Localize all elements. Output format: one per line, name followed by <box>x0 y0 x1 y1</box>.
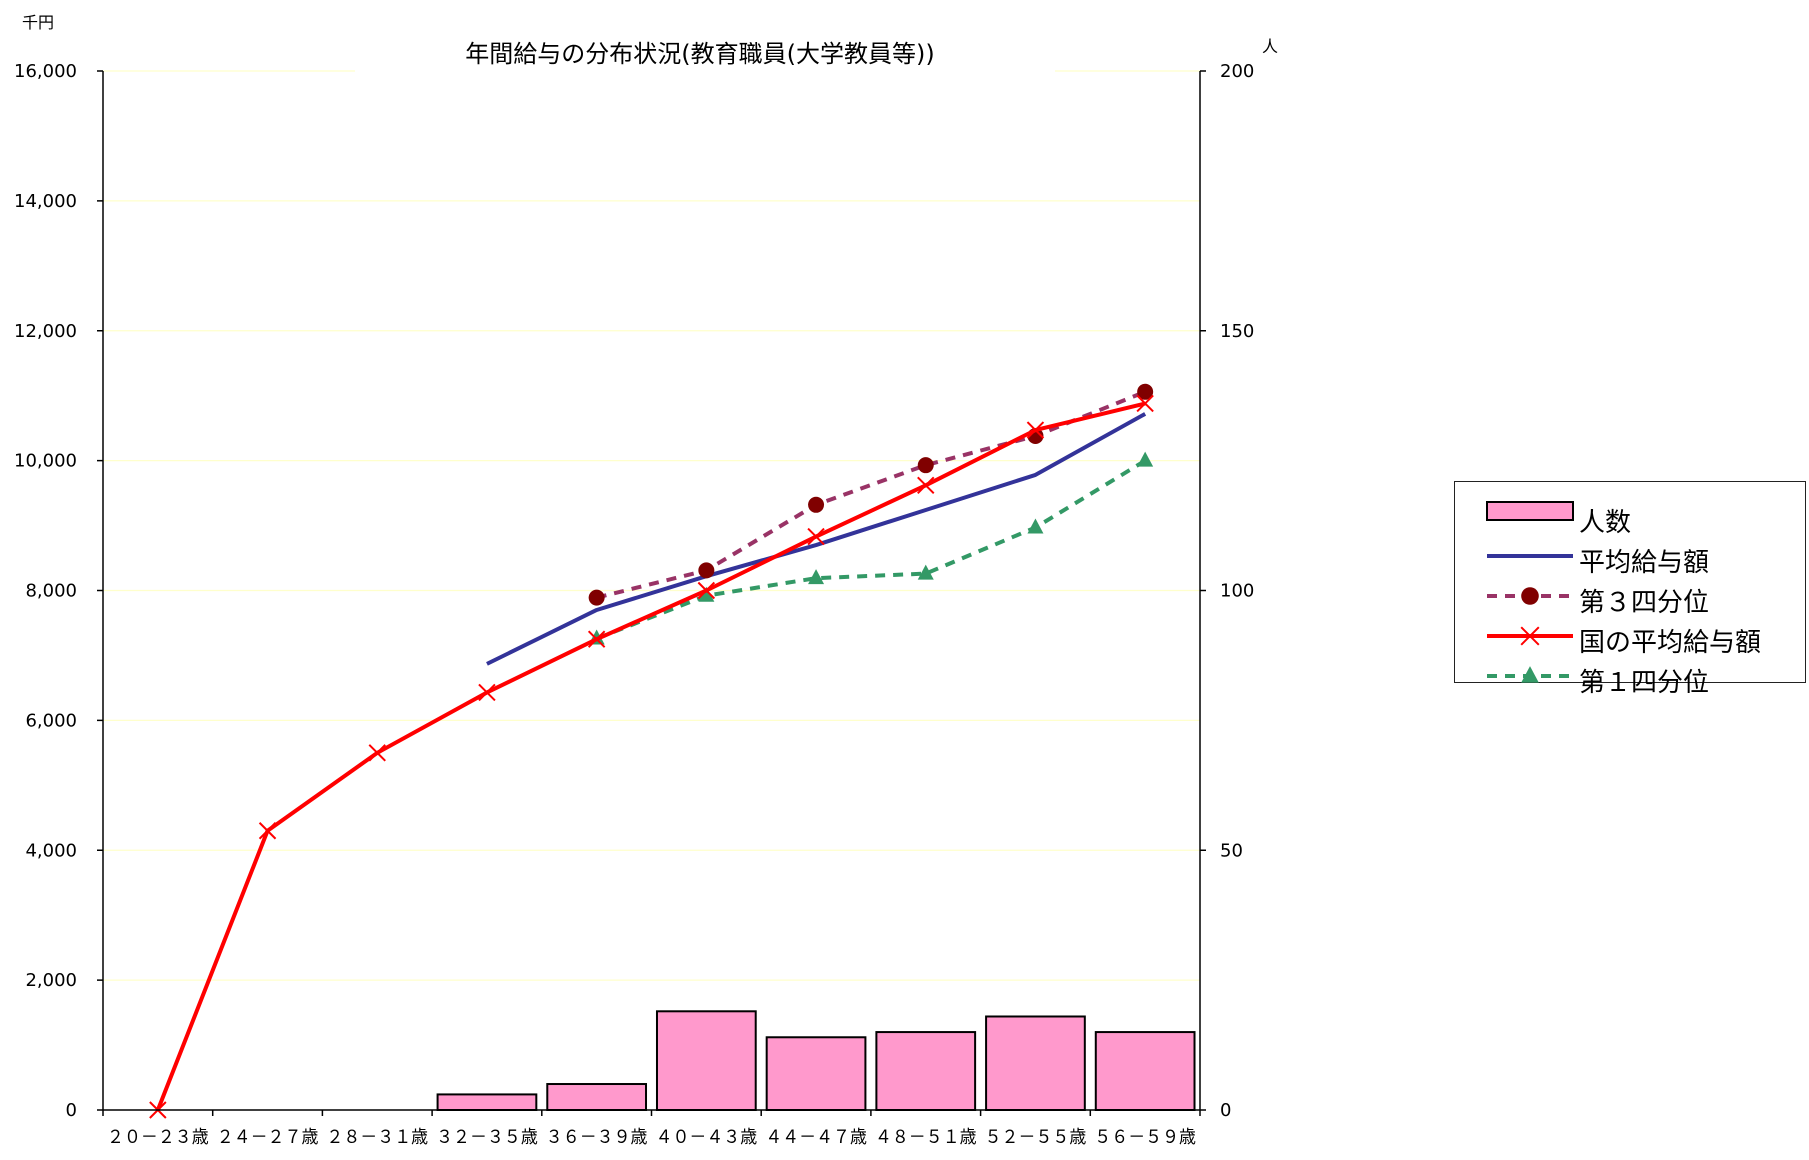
bar-series-headcount <box>436 1010 1196 1112</box>
series-line <box>155 401 1146 1111</box>
line-series <box>149 383 1154 1119</box>
legend-symbol <box>1487 666 1573 683</box>
x-tick-label: ４０－４３歳 <box>656 1127 758 1148</box>
legend-label: 第１四分位 <box>1579 668 1710 698</box>
legend-label: 人数 <box>1579 508 1632 538</box>
legend-label: 第３四分位 <box>1579 588 1710 618</box>
bar <box>655 1010 757 1111</box>
gridlines <box>103 70 1200 981</box>
left-tick-label: 4,000 <box>25 840 77 861</box>
data-point <box>917 476 935 495</box>
x-tick-label: ３６－３９歳 <box>546 1127 648 1148</box>
right-axis-ticks: 0 50 100 150 200 <box>1200 61 1254 1121</box>
legend-label: 平均給与額 <box>1579 548 1710 578</box>
left-tick-label: 10,000 <box>14 451 77 472</box>
data-point <box>808 496 825 513</box>
left-tick-label: 8,000 <box>25 581 77 602</box>
data-point <box>258 822 277 840</box>
data-point <box>917 457 934 474</box>
data-point <box>478 683 496 702</box>
bar <box>985 1015 1086 1111</box>
right-tick-label: 0 <box>1220 1100 1231 1121</box>
legend-symbol <box>1487 626 1573 646</box>
legend-symbol <box>1486 501 1574 521</box>
legend-marker <box>1520 626 1540 646</box>
x-tick-label: ４４－４７歳 <box>765 1127 867 1148</box>
legend: 人数平均給与額第３四分位国の平均給与額 第１四分位 <box>1454 481 1806 698</box>
data-point <box>1136 394 1154 413</box>
x-tick-label: ４８－５１歳 <box>875 1127 977 1148</box>
data-point <box>368 744 386 762</box>
x-tick-label: ５２－５５歳 <box>985 1127 1087 1148</box>
left-axis-unit: 千円 <box>22 13 54 32</box>
series-line <box>596 389 1146 600</box>
data-point <box>587 630 606 648</box>
data-point <box>1027 518 1044 534</box>
data-point <box>1026 421 1045 439</box>
data-point <box>698 562 715 579</box>
x-axis-ticks: ２０－２３歳 ２４－２７歳 ２８－３１歳 ３２－３５歳 ３６－３９歳 ４０－４３歳 ４４－４… <box>102 1110 1201 1148</box>
data-point <box>588 589 605 606</box>
bar <box>546 1083 648 1112</box>
left-tick-label: 6,000 <box>25 710 77 731</box>
data-point <box>807 527 825 546</box>
data-point <box>1137 451 1154 467</box>
data-point <box>697 581 716 600</box>
bar <box>765 1036 867 1112</box>
right-tick-label: 150 <box>1220 321 1254 342</box>
legend-label: 国の平均給与額 <box>1579 628 1762 658</box>
left-tick-label: 0 <box>66 1100 77 1121</box>
legend-marker <box>1521 666 1539 683</box>
legend-swatch <box>1486 501 1574 521</box>
legend-item: 平均給与額 <box>1455 536 1805 578</box>
legend-symbol <box>1487 587 1573 605</box>
x-tick-label: ２０－２３歳 <box>107 1127 209 1148</box>
left-axis-ticks: 0 2,000 4,000 6,000 8,000 10,000 12,000 14,000 1… <box>14 61 103 1121</box>
data-point <box>808 569 825 585</box>
legend-symbol <box>1487 554 1573 558</box>
x-tick-label: ２４－２７歳 <box>217 1127 319 1148</box>
bar <box>436 1093 538 1112</box>
legend-item: 人数 <box>1455 496 1805 538</box>
series-line <box>595 458 1147 641</box>
right-tick-label: 100 <box>1220 581 1254 602</box>
x-tick-label: ２８－３１歳 <box>326 1127 428 1148</box>
title-background <box>355 40 1055 74</box>
left-tick-label: 12,000 <box>14 321 77 342</box>
data-point <box>698 586 715 602</box>
data-point <box>917 564 934 580</box>
legend-item: 第３四分位 <box>1455 576 1805 618</box>
chart-title: 年間給与の分布状況(教育職員(大学教員等)) <box>465 40 934 68</box>
right-tick-label: 200 <box>1220 61 1254 82</box>
legend-item: 第１四分位 <box>1455 656 1805 698</box>
left-tick-label: 16,000 <box>14 61 77 82</box>
left-tick-label: 14,000 <box>14 191 77 212</box>
legend-marker <box>1521 587 1539 605</box>
bar <box>1094 1031 1196 1111</box>
right-axis-unit: 人 <box>1262 37 1278 56</box>
series-line <box>486 412 1147 666</box>
right-tick-label: 50 <box>1220 840 1243 861</box>
bar <box>875 1031 977 1111</box>
x-tick-label: ５６－５９歳 <box>1094 1127 1196 1148</box>
legend-item: 国の平均給与額 <box>1455 616 1805 658</box>
left-tick-label: 2,000 <box>25 970 77 991</box>
x-tick-label: ３２－３５歳 <box>436 1127 538 1148</box>
data-point <box>1137 383 1154 400</box>
